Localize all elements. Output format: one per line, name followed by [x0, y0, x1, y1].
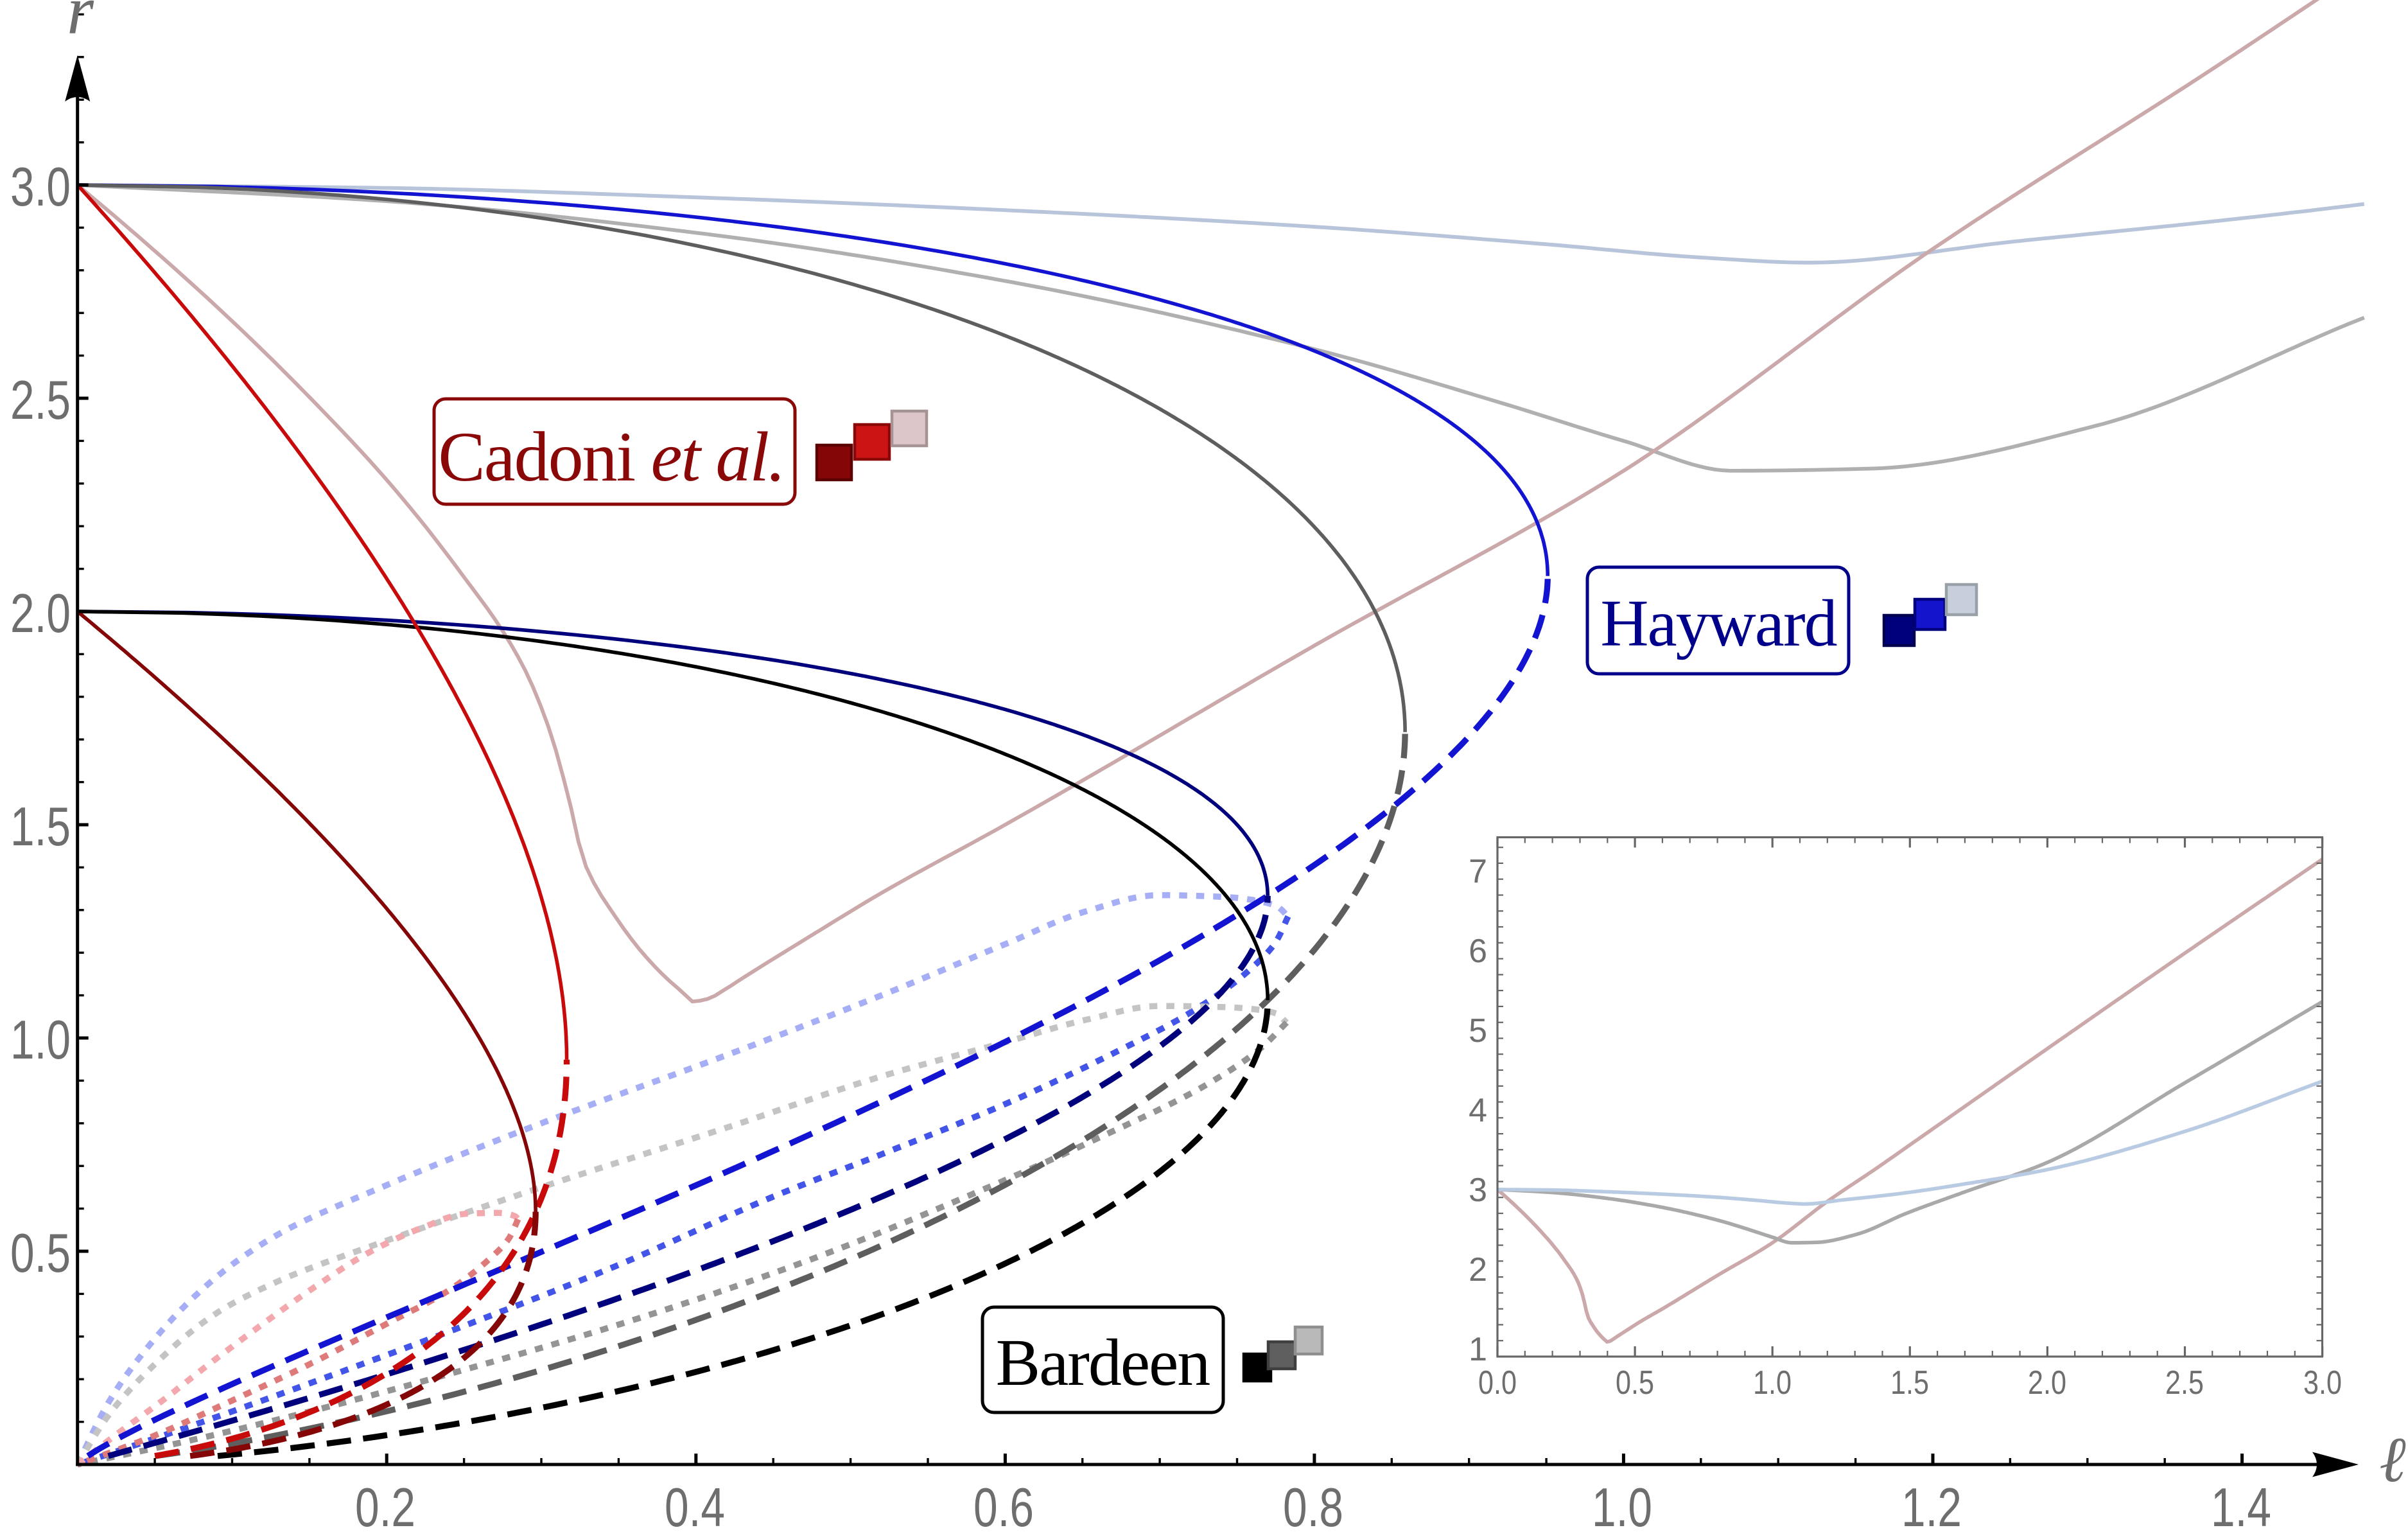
svg-text:3.0: 3.0	[10, 157, 71, 218]
svg-text:2.5: 2.5	[10, 370, 71, 431]
svg-text:Cadoni et al.: Cadoni et al.	[438, 418, 784, 496]
svg-text:1.0: 1.0	[1592, 1477, 1652, 1536]
svg-text:1.5: 1.5	[1890, 1364, 1929, 1402]
svg-text:0.0: 0.0	[1478, 1364, 1517, 1402]
svg-text:0.6: 0.6	[973, 1477, 1034, 1536]
svg-text:3.0: 3.0	[2303, 1364, 2342, 1402]
svg-text:1.0: 1.0	[1753, 1364, 1792, 1402]
svg-text:2.0: 2.0	[2028, 1364, 2066, 1402]
svg-text:4: 4	[1469, 1092, 1487, 1129]
svg-text:r: r	[67, 0, 94, 49]
svg-text:1: 1	[1469, 1331, 1487, 1368]
svg-text:1.2: 1.2	[1901, 1477, 1962, 1536]
svg-text:0.5: 0.5	[1616, 1364, 1654, 1402]
svg-text:1.5: 1.5	[10, 796, 71, 857]
svg-text:Bardeen: Bardeen	[996, 1326, 1210, 1400]
svg-text:0.4: 0.4	[665, 1477, 725, 1536]
svg-text:2.5: 2.5	[2165, 1364, 2204, 1402]
svg-text:1.4: 1.4	[2211, 1477, 2271, 1536]
svg-text:6: 6	[1469, 933, 1487, 970]
svg-text:2: 2	[1469, 1251, 1487, 1288]
svg-text:ℓ: ℓ	[2379, 1424, 2406, 1495]
svg-text:0.2: 0.2	[355, 1477, 415, 1536]
svg-text:1.0: 1.0	[10, 1010, 71, 1071]
svg-text:Hayward: Hayward	[1600, 586, 1837, 660]
svg-text:7: 7	[1469, 853, 1487, 890]
svg-text:0.5: 0.5	[10, 1223, 71, 1284]
svg-text:5: 5	[1469, 1012, 1487, 1050]
svg-text:0.8: 0.8	[1283, 1477, 1343, 1536]
svg-text:3: 3	[1469, 1172, 1487, 1209]
svg-text:2.0: 2.0	[10, 583, 71, 644]
